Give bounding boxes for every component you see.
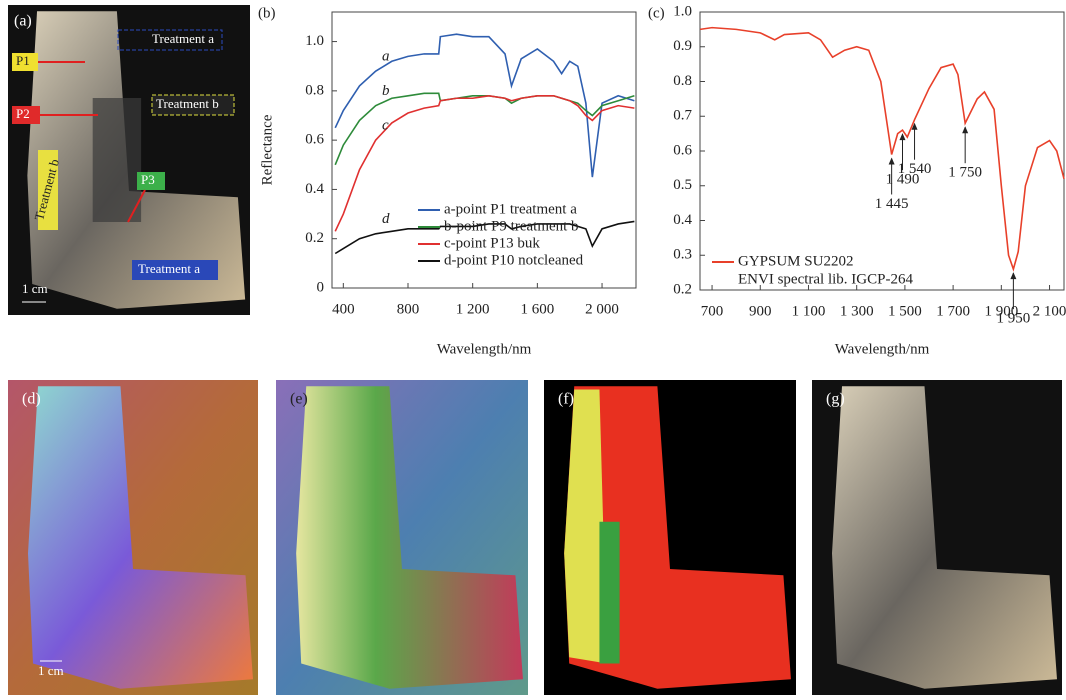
y-tick-label: 0 <box>317 279 325 295</box>
class-zone <box>599 521 620 664</box>
annotation: P1 <box>16 53 30 68</box>
scale-label: 1 cm <box>38 663 64 678</box>
series-line <box>334 220 635 255</box>
series-line <box>334 94 635 232</box>
tag-bg <box>137 172 165 190</box>
x-tick-label: 1 200 <box>456 301 490 317</box>
x-axis-title: Wavelength/nm <box>437 341 532 357</box>
y-tick-label: 0.8 <box>673 73 692 89</box>
callout-box <box>117 29 223 51</box>
y-tick-label: 1.0 <box>305 33 324 49</box>
treated-zone <box>92 98 142 222</box>
annotation: 1 445 <box>875 196 909 212</box>
annotation: P3 <box>141 172 155 187</box>
x-tick-label: 1 300 <box>840 303 874 319</box>
arrow-head <box>962 126 969 134</box>
annotation: P2 <box>16 106 30 121</box>
annotation: 1 490 <box>886 172 920 188</box>
annotation: 1 750 <box>948 165 982 181</box>
series-line <box>699 26 1065 272</box>
arrow-head <box>911 122 918 130</box>
legend-entry: a-point P1 treatment a <box>444 201 577 217</box>
y-tick-label: 0.3 <box>673 247 692 263</box>
y-tick-label: 0.7 <box>673 108 692 124</box>
y-tick-label: 0.4 <box>305 181 324 197</box>
scale-label: 1 cm <box>22 281 48 296</box>
annotation: 1 950 <box>997 311 1031 327</box>
specimen <box>28 386 253 689</box>
y-tick-label: 1.0 <box>673 3 692 19</box>
legend-entry: b-point P9 treatment b <box>444 218 579 234</box>
tag-bg <box>38 150 58 230</box>
panel-label: (g) <box>826 391 845 408</box>
photo-panels <box>8 5 1062 695</box>
x-tick-label: 1 500 <box>888 303 922 319</box>
x-tick-label: 1 700 <box>936 303 970 319</box>
annotation: Treatment a <box>152 31 214 46</box>
annotation: 1 540 <box>898 161 932 177</box>
x-tick-label: 1 900 <box>984 303 1018 319</box>
x-tick-label: 2 100 <box>1033 303 1066 319</box>
curve-label: b <box>382 83 390 99</box>
plot-frame <box>699 11 1065 291</box>
y-axis-title: Reflectance <box>259 114 275 185</box>
arrow-head <box>1010 272 1017 280</box>
panel-label: (d) <box>22 391 41 408</box>
arrow-head <box>888 157 895 165</box>
y-tick-label: 0.2 <box>305 230 324 246</box>
panel-label: (e) <box>290 391 308 408</box>
pointer <box>127 189 146 223</box>
legend-entry: c-point P13 buk <box>444 235 540 251</box>
x-tick-label: 700 <box>701 303 724 319</box>
tag-bg <box>12 106 40 124</box>
x-tick-label: 400 <box>332 301 355 317</box>
x-tick-label: 1 600 <box>520 301 554 317</box>
x-tick-label: 800 <box>397 301 420 317</box>
curve-label: a <box>382 49 390 65</box>
arrow-head <box>899 133 906 141</box>
y-tick-label: 0.6 <box>673 142 692 158</box>
x-tick-label: 1 100 <box>792 303 826 319</box>
y-tick-label: 0.9 <box>673 38 692 54</box>
specimen <box>832 386 1057 689</box>
annotation: Treatment a <box>138 261 200 276</box>
panel-label: (c) <box>648 5 665 21</box>
y-tick-label: 0.6 <box>305 132 324 148</box>
series-line <box>334 92 635 166</box>
legend-entry: d-point P10 notcleaned <box>444 252 584 268</box>
specimen <box>27 11 246 309</box>
x-tick-label: 900 <box>749 303 772 319</box>
x-axis-title: Wavelength/nm <box>835 341 930 357</box>
panel-label: (b) <box>258 5 276 21</box>
y-tick-label: 0.8 <box>305 82 324 98</box>
specimen <box>296 386 523 689</box>
x-tick-label: 2 000 <box>585 301 619 317</box>
curve-label: d <box>382 211 390 227</box>
callout-box <box>151 94 235 116</box>
tag-bg <box>132 260 218 280</box>
panel-label: (a) <box>14 13 32 30</box>
legend-note: ENVI spectral lib. IGCP-264 <box>738 271 913 287</box>
y-tick-label: 0.2 <box>673 281 692 297</box>
plot-frame <box>331 11 637 289</box>
legend-entry: GYPSUM SU2202 <box>738 253 853 269</box>
tag-bg <box>12 53 38 71</box>
y-tick-label: 0.4 <box>673 212 692 228</box>
annotation: Treatment b <box>156 96 219 111</box>
panel-label: (f) <box>558 391 574 408</box>
curve-label: c <box>382 118 389 134</box>
series-line <box>334 33 635 178</box>
y-tick-label: 0.5 <box>673 177 692 193</box>
specimen <box>564 386 791 689</box>
class-zone <box>564 389 607 664</box>
